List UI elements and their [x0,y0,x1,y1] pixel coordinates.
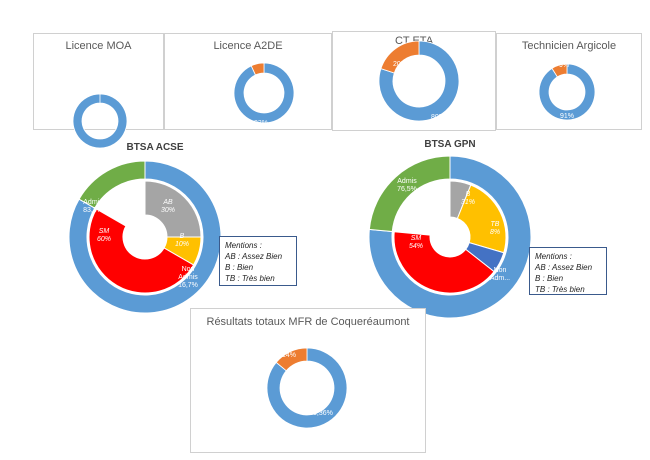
donut-chart-resultats-totaux: 86,36% 14% [266,347,348,429]
donut-slice-non-admis [250,62,265,76]
chart-title-btsa-acse: BTSA ACSE [126,142,184,153]
data-label: 86,36% [309,410,333,417]
donut-chart-licence-moa: 100% [72,93,128,149]
outer-slice-non-admis [78,160,146,209]
outer-data-label: Admis 83,3% [83,199,103,214]
chart-panel-technicien-argicole: Technicien Argicole 91% 9% [496,33,642,130]
inner-slice-ab [144,180,202,238]
data-label: 7% [241,60,251,67]
mentions-ab: AB : Assez Bien [535,263,593,272]
outer-slice-admis [368,155,532,319]
donut-slice-admis [266,347,348,429]
chart-title: Technicien Argicole [521,40,617,52]
chart-panel-licence-moa: Licence MOA 100% [33,33,164,149]
outer-data-label: Non Adm... [490,267,510,282]
donut-slice-admis [538,63,596,121]
donut-slice-non-admis [380,40,420,74]
inner-data-label: B 10% [175,233,189,248]
inner-data-label: SM 54% [409,235,423,250]
chart-title: Licence A2DE [213,40,283,52]
inner-data-label: SM 60% [97,228,111,243]
inner-data-label: AB 30% [161,199,175,214]
donut-slice-admis [378,40,460,122]
data-label: 93% [254,120,268,127]
inner-slice-sm [393,231,495,294]
donut-slice-admis [72,93,128,149]
outer-slice-non-admis [368,155,451,233]
outer-data-label: Non Admis 16,7% [178,266,198,289]
outer-data-label: Admis 76,5% [397,178,417,193]
data-label: 80% [431,114,445,121]
chart-panel-ct-eta: CT ETA 80%20% [332,31,496,131]
mentions-b: B : Bien [225,263,254,272]
inner-slice-sm [88,208,195,294]
donut-chart-licence-a2de: 93% 7% [233,60,295,127]
donut-slice-non-admis [275,347,308,372]
inner-slice-b [456,184,507,254]
inner-data-label: B 31% [461,191,475,206]
data-label: 9% [559,62,569,69]
data-label: 100% [91,112,109,119]
chart-title: Résultats totaux MFR de Coqueréaumont [206,316,410,328]
data-label: 14% [282,352,296,359]
mentions-tb: TB : Très bien [535,285,585,294]
chart-panel-licence-a2de: Licence A2DE 93% 7% [164,33,332,130]
chart-title: Licence MOA [65,40,132,52]
mentions-title: Mentions : [535,252,572,261]
mentions-title: Mentions : [225,241,262,250]
data-label: 20% [393,61,407,68]
mentions-legend-gpn: Mentions : AB : Assez Bien B : Bien TB :… [529,247,607,295]
mentions-ab: AB : Assez Bien [225,252,283,261]
chart-title-btsa-gpn: BTSA GPN [424,139,476,150]
mentions-b: B : Bien [535,274,564,283]
donut-slice-admis [233,62,295,124]
chart-panel-resultats-totaux: Résultats totaux MFR de Coqueréaumont 86… [190,308,426,453]
data-label: 91% [560,113,574,120]
mentions-tb: TB : Très bien [225,274,275,283]
mentions-legend-acse: Mentions : AB : Assez Bien B : Bien TB :… [219,236,297,286]
donut-chart-technicien-argicole: 91% 9% [538,62,596,121]
donut-chart-ct-eta: 80% 20% [378,40,460,122]
inner-data-label: AB 8% [428,187,439,202]
inner-data-label: TB 8% [490,221,500,236]
donut-slice-non-admis [551,63,568,78]
